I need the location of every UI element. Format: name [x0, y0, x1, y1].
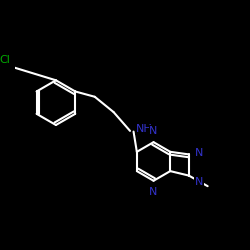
- Text: N: N: [149, 126, 158, 136]
- Text: N: N: [195, 148, 203, 158]
- Text: N: N: [149, 187, 158, 197]
- Text: Cl: Cl: [0, 54, 10, 64]
- Text: NH: NH: [136, 124, 153, 134]
- Text: N: N: [195, 178, 203, 188]
